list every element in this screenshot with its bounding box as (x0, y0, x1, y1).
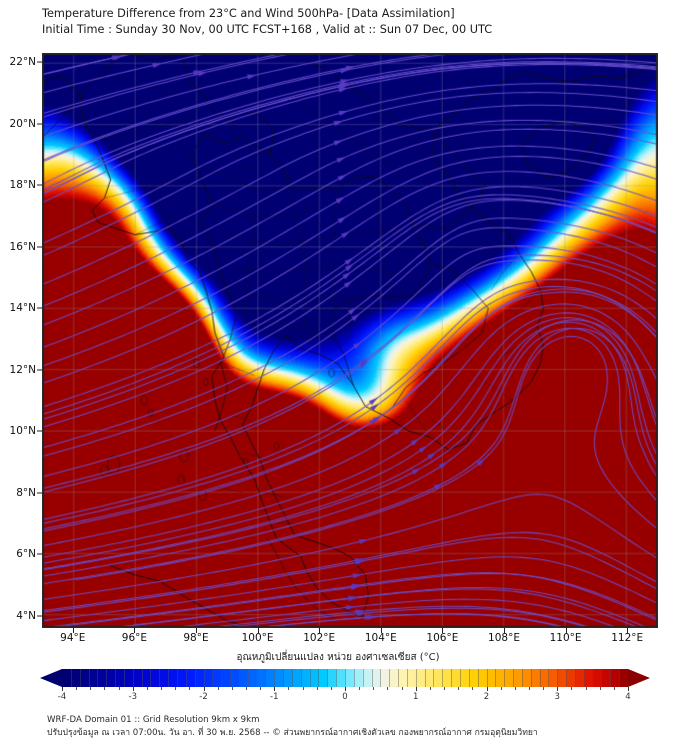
colorbar-minor-tick (585, 687, 587, 690)
colorbar-tick-label: 3 (554, 692, 560, 702)
footer-line-credit: ปรับปรุงข้อมูล ณ เวลา 07:00น. วัน อา. ที… (47, 728, 538, 738)
map-plot-area (42, 53, 658, 628)
colorbar-bar (62, 669, 628, 687)
y-tick-label: 22°N (9, 56, 36, 69)
colorbar-gradient (62, 669, 628, 687)
colorbar-tick (557, 687, 559, 691)
y-tick-label: 4°N (16, 609, 36, 622)
colorbar-minor-tick (543, 687, 545, 690)
colorbar-minor-tick (217, 687, 219, 690)
colorbar-minor-tick (599, 687, 601, 690)
y-tick-label: 6°N (16, 548, 36, 561)
y-tick-label: 12°N (9, 363, 36, 376)
x-tick-label: 100°E (241, 632, 274, 644)
colorbar-minor-tick (302, 687, 304, 690)
colorbar-minor-tick (161, 687, 163, 690)
colorbar-extend-min-icon (40, 669, 62, 687)
chart-title-block: Temperature Difference from 23°C and Win… (42, 6, 662, 38)
footer-block: WRF-DA Domain 01 :: Grid Resolution 9km … (47, 714, 667, 740)
x-tick-mark (442, 628, 444, 633)
colorbar-tick (203, 687, 205, 691)
y-tick-label: 16°N (9, 240, 36, 253)
colorbar-level-separators (62, 669, 628, 687)
colorbar-minor-tick (146, 687, 148, 690)
x-tick-label: 104°E (364, 632, 397, 644)
colorbar-tick-label: -2 (199, 692, 208, 702)
colorbar-tick-label: -4 (57, 692, 67, 702)
colorbar-minor-tick (571, 687, 573, 690)
colorbar-minor-tick (373, 687, 375, 690)
colorbar-minor-tick (528, 687, 530, 690)
x-tick-mark (504, 628, 505, 633)
colorbar-minor-tick (429, 687, 431, 690)
colorbar-tick-label: -1 (270, 692, 279, 702)
colorbar-minor-tick (387, 687, 389, 690)
x-tick-label: 110°E (549, 632, 582, 644)
colorbar-tick (486, 687, 488, 691)
colorbar-minor-tick (514, 687, 516, 690)
x-tick-label: 102°E (303, 632, 336, 644)
colorbar-minor-tick (76, 687, 78, 690)
colorbar-tick-label: 0 (342, 692, 348, 702)
x-tick-mark (134, 628, 136, 633)
y-tick-label: 18°N (9, 179, 36, 192)
chart-title-line-2: Initial Time : Sunday 30 Nov, 00 UTC FCS… (42, 23, 493, 36)
x-tick-mark (319, 628, 321, 633)
x-tick-mark (257, 628, 259, 633)
colorbar-tick-label: 4 (625, 692, 631, 702)
colorbar-tick (62, 687, 63, 691)
colorbar: -4 -3 -2 -1 0 1 2 3 4 (40, 669, 650, 702)
colorbar-minor-tick (288, 687, 290, 690)
colorbar-tick (415, 687, 417, 691)
colorbar-minor-tick (472, 687, 474, 690)
colorbar-tick-label: 1 (413, 692, 419, 702)
colorbar-tick (628, 687, 629, 691)
colorbar-tick-label: 2 (483, 692, 490, 702)
y-tick-label: 20°N (9, 117, 36, 130)
colorbar-extend-max-icon (628, 669, 650, 687)
colorbar-minor-tick (401, 687, 403, 690)
colorbar-title: อุณหภูมิเปลี่ยนแปลง หน่วย องศาเซลเซียส (… (236, 652, 440, 663)
colorbar-tick-label: -3 (128, 692, 137, 702)
x-tick-mark (196, 628, 197, 633)
colorbar-minor-tick (444, 687, 446, 690)
x-tick-label: 94°E (60, 632, 86, 644)
colorbar-minor-tick (458, 687, 460, 690)
colorbar-minor-tick (104, 687, 106, 690)
colorbar-minor-tick (245, 687, 247, 690)
x-tick-mark (380, 628, 382, 633)
x-tick-label: 98°E (183, 632, 209, 644)
colorbar-minor-tick (90, 687, 92, 690)
temperature-field-canvas (43, 54, 657, 627)
colorbar-minor-tick (359, 687, 361, 690)
x-tick-mark (627, 628, 629, 633)
x-tick-mark (72, 628, 74, 633)
colorbar-minor-tick (330, 687, 332, 690)
colorbar-tick (345, 687, 346, 691)
colorbar-tick (132, 687, 134, 691)
y-tick-label: 8°N (16, 486, 36, 499)
colorbar-minor-tick (500, 687, 502, 690)
colorbar-minor-tick (175, 687, 177, 690)
colorbar-minor-tick (189, 687, 191, 690)
footer-line-model-info: WRF-DA Domain 01 :: Grid Resolution 9km … (47, 715, 260, 725)
x-tick-mark (565, 628, 567, 633)
y-tick-label: 10°N (9, 425, 36, 438)
x-tick-label: 106°E (426, 632, 459, 644)
colorbar-minor-tick (316, 687, 318, 690)
colorbar-minor-tick (260, 687, 262, 690)
colorbar-tick (274, 687, 276, 691)
colorbar-minor-tick (613, 687, 615, 690)
x-tick-label: 96°E (121, 632, 148, 644)
chart-title-line-1: Temperature Difference from 23°C and Win… (42, 7, 455, 20)
colorbar-minor-tick (118, 687, 120, 690)
y-tick-label: 14°N (9, 302, 36, 315)
x-tick-label: 108°E (488, 632, 520, 644)
colorbar-minor-tick (231, 687, 233, 690)
x-tick-label: 112°E (611, 632, 644, 644)
